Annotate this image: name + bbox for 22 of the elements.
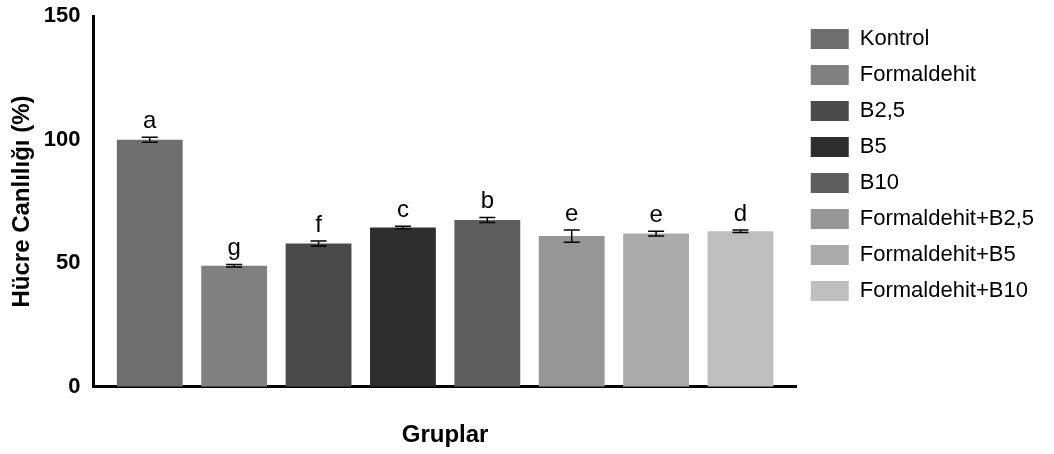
legend-label: Formaldehit [859,61,976,87]
legend-label: B10 [859,169,899,195]
y-tick-label: 0 [68,372,81,398]
legend-label: Formaldehit+B2,5 [859,205,1035,231]
annotation: b [480,186,494,214]
x-axis-title: Gruplar [401,420,489,448]
y-tick-label: 50 [56,249,81,275]
legend-label: B5 [859,133,887,159]
annotation: c [396,194,409,222]
y-axis-title: Hücre Canlılığı (%) [7,95,35,308]
legend-label: Kontrol [859,25,930,51]
annotation: a [143,105,158,133]
y-tick-label: 100 [43,125,81,151]
legend-label: B2,5 [859,97,906,123]
legend-label: Formaldehit+B5 [859,241,1016,267]
annotation: e [565,198,579,226]
annotation: e [649,199,663,227]
legend-label: Formaldehit+B10 [859,277,1028,303]
annotation: g [227,233,241,261]
annotation: d [733,198,748,226]
annotation: f [315,209,323,237]
y-tick-label: 150 [43,2,81,28]
